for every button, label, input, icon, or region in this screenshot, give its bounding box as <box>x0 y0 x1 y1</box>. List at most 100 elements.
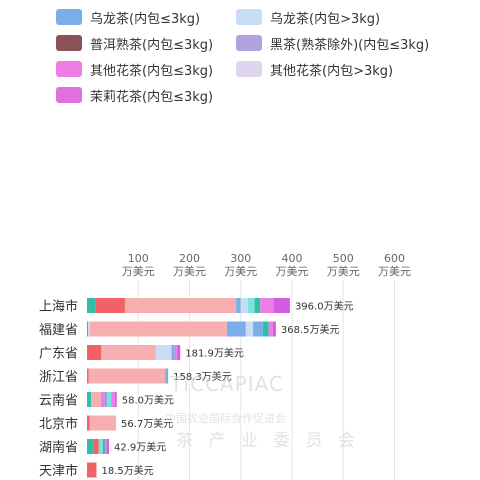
bar-segment[interactable] <box>174 345 178 360</box>
bar-segment[interactable] <box>106 392 112 407</box>
bar-segment[interactable] <box>165 368 169 384</box>
bar-segment[interactable] <box>104 439 107 454</box>
bar-segment[interactable] <box>260 298 274 313</box>
value-label: 18.5万美元 <box>101 464 153 477</box>
bar-segment[interactable] <box>273 298 290 313</box>
value-label: 42.9万美元 <box>114 441 166 454</box>
value-label: 368.5万美元 <box>281 323 340 336</box>
legend-swatch <box>56 61 82 77</box>
bar-segment[interactable] <box>106 439 109 454</box>
bar-segment[interactable] <box>240 298 248 313</box>
category-label: 浙江省 <box>39 370 78 385</box>
bar-segment[interactable] <box>104 392 107 407</box>
legend-item[interactable]: 其他花茶(内包≤3kg) <box>56 58 213 80</box>
legend-item[interactable]: 普洱熟茶(内包≤3kg) <box>56 32 213 54</box>
legend-swatch <box>56 35 82 51</box>
bar-segment[interactable] <box>101 345 156 360</box>
value-label: 181.9万美元 <box>185 347 244 360</box>
legend-label: 普洱熟茶(内包≤3kg) <box>90 37 214 53</box>
legend-swatch <box>236 9 262 25</box>
tick-label: 500 <box>333 252 354 265</box>
bar-segment[interactable] <box>245 321 254 337</box>
bar-segment[interactable] <box>95 298 125 313</box>
bar-segment[interactable] <box>268 321 273 337</box>
legend-swatch <box>236 35 262 51</box>
bar-segment[interactable] <box>124 298 237 313</box>
bars <box>87 298 290 478</box>
tick-unit-label: 万美元 <box>224 265 257 278</box>
value-label: 396.0万美元 <box>295 300 354 313</box>
bar-segment[interactable] <box>155 345 172 360</box>
category-label: 湖南省 <box>39 440 78 456</box>
legend-item[interactable]: 乌龙茶(内包≤3kg) <box>56 6 200 28</box>
bar-segment[interactable] <box>262 321 269 337</box>
bar-segment[interactable] <box>90 321 227 337</box>
bar-segment[interactable] <box>98 439 103 454</box>
bar-segment[interactable] <box>114 392 117 407</box>
bar-segment[interactable] <box>171 345 175 360</box>
category-label: 广东省 <box>39 347 78 362</box>
legend-label: 乌龙茶(内包>3kg) <box>270 11 381 27</box>
legend-label: 其他花茶(内包≤3kg) <box>90 63 214 79</box>
bar-segment[interactable] <box>272 321 276 337</box>
bar-segment[interactable] <box>91 392 101 407</box>
bar-segment[interactable] <box>87 298 96 313</box>
category-label: 云南省 <box>39 393 78 409</box>
bar-segment[interactable] <box>87 321 89 337</box>
tick-unit-label: 万美元 <box>378 265 411 278</box>
tick-unit-label: 万美元 <box>276 265 309 278</box>
legend-swatch <box>56 87 82 103</box>
bar-segment[interactable] <box>253 321 263 337</box>
bar-segment[interactable] <box>254 298 261 313</box>
bar-segment[interactable] <box>88 368 166 384</box>
bar-segment[interactable] <box>87 415 90 431</box>
category-label: 天津市 <box>39 463 78 479</box>
category-label: 北京市 <box>39 416 78 432</box>
bar-segment[interactable] <box>88 321 91 337</box>
legend-label: 其他花茶(内包>3kg) <box>270 63 394 79</box>
tick-unit-label: 万美元 <box>122 265 155 278</box>
legend-item[interactable]: 其他花茶(内包>3kg) <box>236 58 393 80</box>
value-label: 58.0万美元 <box>122 394 174 407</box>
legend-label: 茉莉花茶(内包≤3kg) <box>90 89 214 105</box>
bar-segment[interactable] <box>87 368 88 384</box>
bar-segment[interactable] <box>87 345 88 360</box>
bar-segment[interactable] <box>226 321 246 337</box>
grid-lines <box>137 280 395 480</box>
tick-unit-label: 万美元 <box>327 265 360 278</box>
tick-label: 200 <box>179 252 200 265</box>
tick-label: 100 <box>128 252 149 265</box>
value-label: 158.3万美元 <box>173 370 232 383</box>
bar-segment[interactable] <box>102 439 105 454</box>
bar-segment[interactable] <box>93 439 99 454</box>
legend-item[interactable]: 茉莉花茶(内包≤3kg) <box>56 84 213 106</box>
tick-label: 300 <box>230 252 251 265</box>
category-label: 上海市 <box>39 299 78 315</box>
bar-segment[interactable] <box>87 439 94 454</box>
bar-segment[interactable] <box>87 392 92 407</box>
bar-segment[interactable] <box>177 345 181 360</box>
tick-label: 600 <box>384 252 405 265</box>
bar-segment[interactable] <box>87 345 102 360</box>
value-label: 56.7万美元 <box>121 417 173 430</box>
legend-swatch <box>56 9 82 25</box>
tick-unit-label: 万美元 <box>173 265 206 278</box>
bar-segment[interactable] <box>87 462 97 478</box>
value-labels: 396.0万美元 368.5万美元 181.9万美元 158.3万美元 58.0万美元 5… <box>101 300 353 478</box>
tick-label: 400 <box>282 252 303 265</box>
legend-item[interactable]: 黑茶(熟茶除外)(内包≤3kg) <box>236 32 429 54</box>
legend-swatch <box>236 61 262 77</box>
bar-segment[interactable] <box>247 298 255 313</box>
bar-segment[interactable] <box>111 392 115 407</box>
legend-item[interactable]: 乌龙茶(内包>3kg) <box>236 6 380 28</box>
bar-segment[interactable] <box>89 415 117 431</box>
bar-segment[interactable] <box>236 298 241 313</box>
legend-label: 黑茶(熟茶除外)(内包≤3kg) <box>270 37 430 53</box>
category-label: 福建省 <box>39 323 78 338</box>
legend-label: 乌龙茶(内包≤3kg) <box>90 11 201 27</box>
bar-segment[interactable] <box>100 392 105 407</box>
bar-segment[interactable] <box>87 368 89 384</box>
